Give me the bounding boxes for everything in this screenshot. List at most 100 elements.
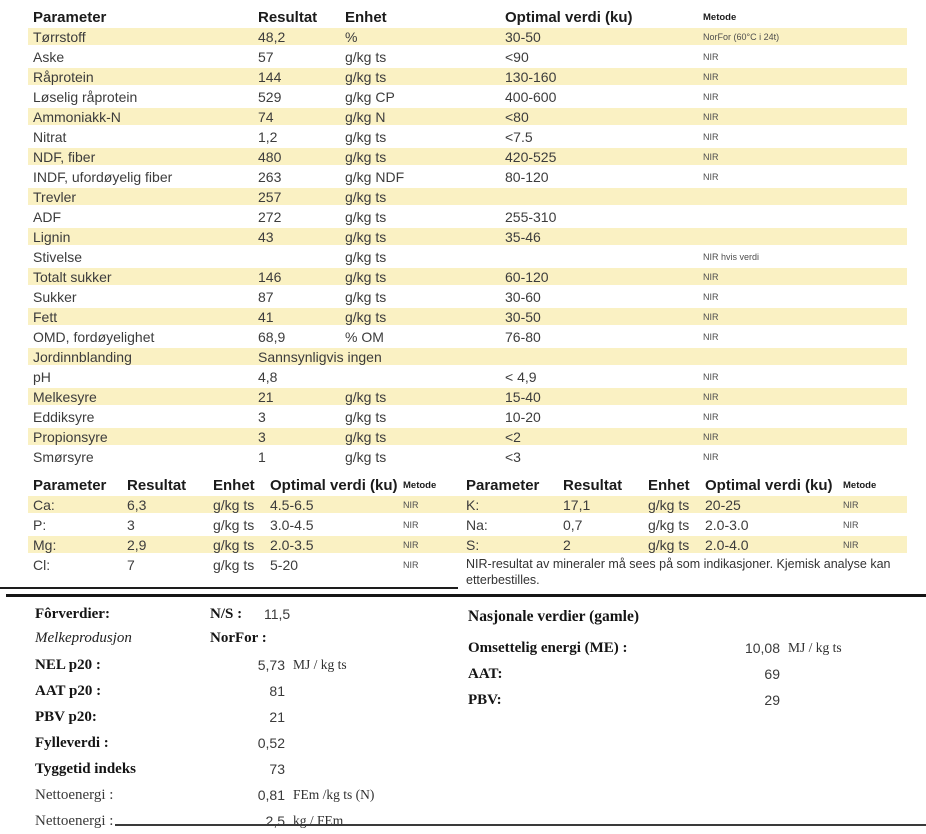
parameter-cell: Melkesyre	[33, 388, 97, 405]
optimal-cell: 3.0-4.5	[270, 516, 314, 533]
unit-cell: g/kg ts	[345, 248, 387, 265]
table-row: Ca: 6,3 g/kg ts 4.5-6.5 NIR K: 17,1 g/kg ts 20-2…	[28, 495, 907, 515]
table-row: Fett 41 g/kg ts 30-50 NIR	[28, 307, 907, 327]
unit-cell: g/kg ts	[345, 208, 387, 225]
result-cell: 4,8	[258, 368, 278, 385]
separator-line-thick	[6, 594, 926, 597]
optimal-cell: 4.5-6.5	[270, 496, 314, 513]
value-unit: MJ / kg ts	[293, 657, 347, 672]
method-cell: NIR	[403, 539, 419, 550]
value-label: AAT p20 :	[35, 682, 102, 699]
method-cell: NIR	[843, 499, 859, 510]
header-parameter: Parameter	[33, 476, 107, 494]
table-row: OMD, fordøyelighet 68,9 % OM 76-80 NIR	[28, 327, 907, 347]
method-cell: NIR	[843, 519, 859, 530]
result-cell: 1	[258, 448, 266, 465]
result-cell: 146	[258, 268, 282, 285]
parameter-cell: K:	[466, 496, 480, 513]
header-resultat: Resultat	[258, 9, 318, 26]
table-row: Totalt sukker 146 g/kg ts 60-120 NIR	[28, 267, 907, 287]
unit-cell: g/kg ts	[345, 68, 387, 85]
header-optimal: Optimal verdi (ku)	[505, 9, 633, 26]
value-number: 10,08	[744, 640, 780, 656]
optimal-cell: 130-160	[505, 68, 557, 85]
header-enhet: Enhet	[213, 476, 255, 494]
parameter-cell: Na:	[466, 516, 488, 533]
header-parameter: Parameter	[33, 9, 107, 26]
value-label: Fylleverdi :	[35, 734, 109, 751]
parameter-cell: Cl:	[33, 556, 51, 573]
unit-cell: g/kg N	[345, 108, 386, 125]
header-resultat: Resultat	[127, 476, 187, 494]
table-row: Lignin 43 g/kg ts 35-46	[28, 227, 907, 247]
value-row: PBV: 29	[468, 687, 918, 713]
header-metode: Metode	[403, 479, 437, 491]
result-cell: 68,9	[258, 328, 286, 345]
parameter-cell: Ca:	[33, 496, 55, 513]
value-unit: MJ / kg ts	[788, 640, 842, 655]
table-row: Sukker 87 g/kg ts 30-60 NIR	[28, 287, 907, 307]
table-row: ADF 272 g/kg ts 255-310	[28, 207, 907, 227]
method-cell: NIR	[703, 391, 719, 402]
value-label: NEL p20 :	[35, 656, 101, 673]
result-cell: 87	[258, 288, 274, 305]
unit-cell: %	[345, 28, 358, 45]
optimal-cell: 2.0-4.0	[705, 536, 749, 553]
parameter-cell: Trevler	[33, 188, 77, 205]
result-cell: 41	[258, 308, 274, 325]
result-cell: 3	[258, 428, 266, 445]
result-cell: 1,2	[258, 128, 278, 145]
unit-cell: g/kg ts	[345, 148, 387, 165]
feed-values-title-row: Fôrverdier: N/S : 11,5	[35, 602, 465, 626]
parameter-cell: Råprotein	[33, 68, 94, 85]
result-cell: 2,9	[127, 536, 147, 553]
unit-cell: g/kg ts	[213, 556, 255, 573]
value-row: Omsettelig energi (ME) : 10,08 MJ / kg ts	[468, 635, 918, 661]
method-cell: NIR	[703, 331, 719, 342]
table-row: Løselig råprotein 529 g/kg CP 400-600 NIR	[28, 87, 907, 107]
method-cell: NIR	[703, 151, 719, 162]
norfor-label: NorFor :	[210, 629, 267, 646]
unit-cell: g/kg ts	[345, 448, 387, 465]
table-row: Ammoniakk-N 74 g/kg N <80 NIR	[28, 107, 907, 127]
table-row: Aske 57 g/kg ts <90 NIR	[28, 47, 907, 67]
value-row: Fylleverdi : 0,52	[35, 730, 465, 756]
parameter-cell: Stivelse	[33, 248, 83, 265]
parameter-cell: S:	[466, 536, 480, 553]
header-parameter: Parameter	[466, 476, 540, 494]
value-label: AAT:	[468, 665, 503, 682]
method-cell: NIR	[703, 431, 719, 442]
header-enhet: Enhet	[345, 9, 387, 26]
value-label: Omsettelig energi (ME) :	[468, 639, 628, 656]
header-enhet: Enhet	[648, 476, 690, 494]
optimal-cell: 30-60	[505, 288, 541, 305]
result-cell: 529	[258, 88, 282, 105]
unit-cell: g/kg ts	[213, 516, 255, 533]
header-optimal: Optimal verdi (ku)	[270, 476, 398, 494]
parameter-cell: Propionsyre	[33, 428, 108, 445]
result-cell: 2	[563, 536, 571, 553]
parameter-cell: Lignin	[33, 228, 71, 245]
table-row: Mg: 2,9 g/kg ts 2.0-3.5 NIR S: 2 g/kg ts 2.0-4.0…	[28, 535, 907, 555]
section-title: Nasjonale verdier (gamle)	[468, 608, 640, 625]
parameter-cell: Sukker	[33, 288, 77, 305]
unit-cell: g/kg ts	[648, 536, 690, 553]
parameter-cell: Mg:	[33, 536, 57, 553]
header-metode: Metode	[703, 12, 737, 23]
unit-cell: g/kg ts	[213, 496, 255, 513]
method-cell: NIR	[703, 311, 719, 322]
header-optimal: Optimal verdi (ku)	[705, 476, 833, 494]
method-cell: NIR	[703, 111, 719, 122]
minerals-rows: Ca: 6,3 g/kg ts 4.5-6.5 NIR K: 17,1 g/kg ts 20-2…	[28, 495, 907, 575]
value-row: PBV p20: 21	[35, 704, 465, 730]
method-cell: NIR	[703, 371, 719, 382]
value-row: NEL p20 : 5,73 MJ / kg ts	[35, 652, 465, 678]
minerals-note: NIR-resultat av mineraler må sees på som…	[466, 557, 891, 587]
value-number: 73	[269, 761, 285, 777]
optimal-cell: 10-20	[505, 408, 541, 425]
result-cell: 3	[258, 408, 266, 425]
value-number: 29	[764, 692, 780, 708]
parameter-cell: Ammoniakk-N	[33, 108, 121, 125]
value-row: AAT p20 : 81	[35, 678, 465, 704]
optimal-cell: 420-525	[505, 148, 557, 165]
